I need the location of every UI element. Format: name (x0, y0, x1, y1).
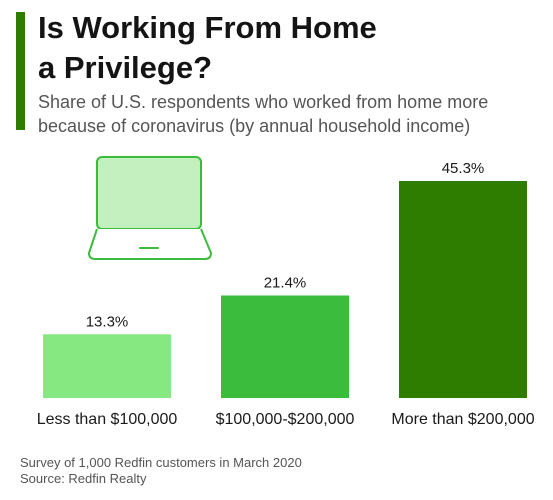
subtitle-line-1: Share of U.S. respondents who worked fro… (38, 92, 489, 112)
value-label-2: 21.4% (264, 274, 307, 291)
value-label-3: 45.3% (442, 160, 485, 177)
accent-bar (16, 12, 25, 130)
subtitle-line-2: because of coronavirus (by annual househ… (38, 116, 471, 136)
bar-1 (43, 334, 171, 398)
bar-3 (399, 181, 527, 398)
source-note: Source: Redfin Realty (20, 471, 147, 486)
chart-title: Is Working From Home a Privilege? (38, 8, 538, 88)
bar-2 (221, 295, 349, 398)
footer: Survey of 1,000 Redfin customers in Marc… (20, 455, 302, 487)
category-label-2: $100,000-$200,000 (216, 411, 355, 428)
title-line-1: Is Working From Home (38, 10, 377, 45)
category-label-1: Less than $100,000 (37, 411, 178, 428)
laptop-screen (96, 156, 202, 230)
title-line-2: a Privilege? (38, 50, 213, 85)
bars-group: 13.3% Less than $100,000 21.4% $100,000-$20… (37, 160, 535, 428)
laptop-base (88, 228, 212, 260)
survey-note: Survey of 1,000 Redfin customers in Marc… (20, 455, 302, 470)
chart-subtitle: Share of U.S. respondents who worked fro… (38, 90, 538, 138)
laptop-icon (88, 156, 212, 260)
category-label-3: More than $200,000 (391, 411, 534, 428)
value-label-1: 13.3% (86, 313, 129, 330)
